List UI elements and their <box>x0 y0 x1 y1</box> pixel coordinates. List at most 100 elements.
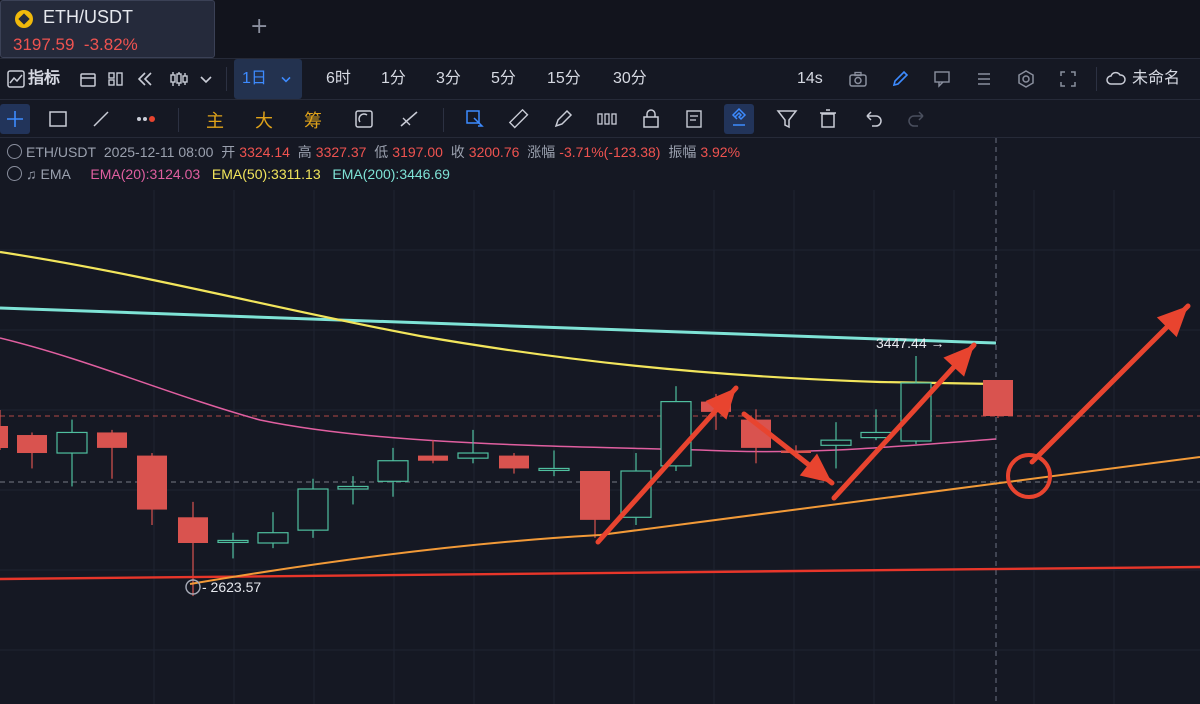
high-label: 高 <box>297 144 312 160</box>
low-marker <box>185 579 201 595</box>
high-price-label: 3447.44 → <box>876 335 945 351</box>
candle-body-up <box>337 485 369 490</box>
interval-5m[interactable]: 5分 <box>491 70 516 87</box>
high-value: 3327.37 <box>315 144 367 160</box>
ruler-icon[interactable] <box>504 104 534 134</box>
low-price-label: - 2623.57 <box>202 579 261 595</box>
candle-body-up <box>56 431 88 454</box>
trendline-icon[interactable] <box>86 104 116 134</box>
fullscreen-icon[interactable] <box>1058 69 1078 89</box>
ohlc-legend: ETH/USDT 2025-12-11 08:00 开 3324.14 高 3327… <box>0 142 744 164</box>
collapse-toggle[interactable] <box>7 144 22 159</box>
rectangle-icon[interactable] <box>43 104 73 134</box>
low-value: 3197.00 <box>392 144 443 160</box>
close-value: 3200.76 <box>468 144 520 160</box>
interval-1d-label: 1日 <box>242 70 267 87</box>
candle-body-up <box>860 431 892 439</box>
lock-icon[interactable] <box>636 104 666 134</box>
up-arrow-2 <box>831 342 977 501</box>
main-force-tool[interactable]: 主 <box>206 111 224 132</box>
main-toolbar: 指标 1日 6时 1分 3分 5分 15分 30分 14s <box>0 58 1200 100</box>
up-arrow-2-head <box>943 345 974 377</box>
candle-body-down <box>178 517 208 543</box>
ema50-value: EMA(50):3311.13 <box>211 166 321 182</box>
measure-icon[interactable] <box>394 104 424 134</box>
replay-icon[interactable] <box>135 69 155 89</box>
redo-icon[interactable] <box>902 104 932 134</box>
target-circle <box>1006 453 1052 499</box>
chart-grid <box>0 138 1200 704</box>
brush-icon[interactable] <box>548 104 578 134</box>
chevron-down-icon[interactable] <box>196 69 216 89</box>
ema50-line <box>0 250 997 386</box>
pen-icon[interactable] <box>890 69 910 89</box>
interval-3m[interactable]: 3分 <box>436 70 461 87</box>
legend-symbol: ETH/USDT <box>26 144 96 160</box>
indicators-icon[interactable] <box>6 69 26 89</box>
crosshair-icon[interactable] <box>0 104 30 134</box>
up-arrow-3 <box>1029 303 1191 465</box>
filter-icon[interactable] <box>772 104 802 134</box>
calendar-icon[interactable] <box>78 69 98 89</box>
candle-body-down <box>580 471 610 520</box>
candle-body-up <box>217 539 249 544</box>
alert-icon[interactable] <box>932 69 952 89</box>
candle-type-icon[interactable] <box>168 69 188 89</box>
ema200-value: EMA(200):3446.69 <box>332 166 450 182</box>
interval-15m[interactable]: 15分 <box>547 70 581 87</box>
magnet-icon[interactable] <box>724 104 754 134</box>
more-tools-icon[interactable] <box>133 104 163 134</box>
symbol-tab[interactable]: ETH/USDT 3197.59 -3.82% <box>0 0 215 58</box>
camera-icon[interactable] <box>848 69 868 89</box>
candle-body-up <box>538 467 570 472</box>
interval-6h[interactable]: 6时 <box>326 70 351 87</box>
candle-body-down <box>983 380 1013 416</box>
candle-body-up <box>820 439 852 446</box>
legend-datetime: 2025-12-11 08:00 <box>103 144 214 160</box>
layout-icon[interactable] <box>106 69 126 89</box>
candle-body-up <box>257 532 289 544</box>
amplitude-value: 3.92% <box>700 144 741 160</box>
list-icon[interactable] <box>974 69 994 89</box>
collapse-toggle[interactable] <box>7 166 22 181</box>
indicators-button[interactable]: 指标 <box>28 70 61 87</box>
add-tab-button[interactable]: + <box>250 14 269 39</box>
binance-coin-icon <box>15 10 33 28</box>
note-icon[interactable] <box>680 104 710 134</box>
candle-body-down <box>499 455 529 469</box>
layout-name[interactable]: 未命名 <box>1132 70 1181 87</box>
up-arrow-1-head <box>705 388 736 420</box>
ema20-line <box>0 337 997 453</box>
cloud-icon[interactable] <box>1106 69 1126 89</box>
amplitude-label: 振幅 <box>668 144 697 160</box>
change-label: 涨幅 <box>527 144 556 160</box>
sync-icon[interactable] <box>349 104 379 134</box>
candle-body-down <box>0 426 8 448</box>
trash-icon[interactable] <box>813 104 843 134</box>
candle-body-down <box>17 435 47 454</box>
divider <box>178 108 179 132</box>
candle-body-up <box>377 460 409 482</box>
drawing-toolbar: 主 大 筹 <box>0 100 1200 138</box>
undo-icon[interactable] <box>858 104 888 134</box>
select-icon[interactable] <box>460 104 490 134</box>
interval-1m[interactable]: 1分 <box>381 70 406 87</box>
interval-30m[interactable]: 30分 <box>613 70 647 87</box>
candle-body-up <box>297 488 329 531</box>
close-label: 收 <box>450 144 465 160</box>
tab-bar: ETH/USDT 3197.59 -3.82% NEW + <box>0 0 1200 58</box>
low-label: 低 <box>374 144 389 160</box>
big-order-tool[interactable]: 大 <box>255 111 273 132</box>
candle-body-down <box>418 455 448 461</box>
tab-symbol: ETH/USDT <box>43 7 133 27</box>
interval-1d[interactable]: 1日 <box>234 59 302 99</box>
ema-legend: ♫ EMA EMA(20):3124.03 EMA(50):3311.13 EMA… <box>0 166 454 188</box>
bell-icon[interactable]: ♫ <box>26 166 37 182</box>
open-label: 开 <box>221 144 236 160</box>
settings-icon[interactable] <box>1016 69 1036 89</box>
pattern-icon[interactable] <box>592 104 622 134</box>
candle-body-down <box>97 432 127 448</box>
change-value: -3.71%(-123.38) <box>559 144 661 160</box>
chip-tool[interactable]: 筹 <box>304 111 322 132</box>
price-chart[interactable]: - 2623.57 3447.44 → <box>0 138 1200 704</box>
